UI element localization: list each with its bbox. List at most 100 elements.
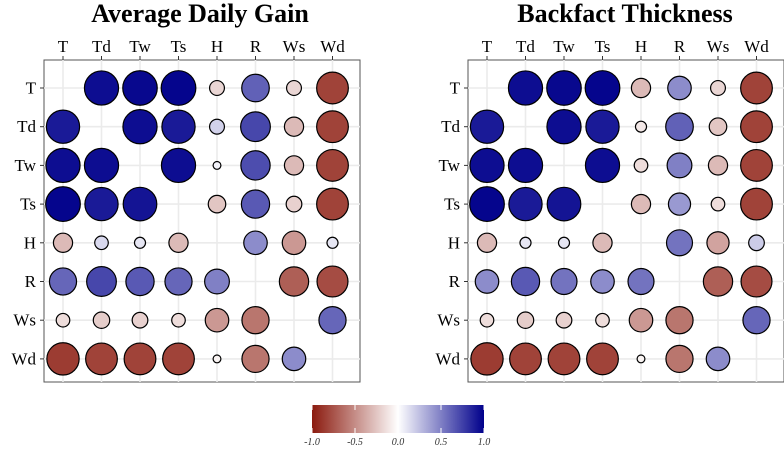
corr-dot-Td-H — [208, 118, 226, 135]
x-tick-label: Ts — [171, 37, 187, 56]
panel-1: Average Daily Gain T T Td Td Tw Tw Ts Ts H H R R Ws Ws… — [11, 0, 361, 383]
corr-dot-T-H — [630, 77, 652, 99]
corr-dot-R-Tw — [550, 267, 578, 296]
y-tick-label: T — [450, 79, 461, 98]
corr-dot-Ws-Tw — [555, 311, 573, 329]
corr-dot-Tw-T — [45, 147, 81, 184]
corr-dot-Ts-Wd — [740, 187, 773, 221]
corr-dot-Ts-Tw — [546, 186, 582, 222]
corr-dot-Wd-T — [46, 342, 80, 376]
corr-dot-Td-H — [634, 120, 648, 133]
corr-dot-T-Td — [507, 70, 544, 106]
x-tick-label: H — [635, 37, 647, 56]
y-tick-label: H — [24, 233, 36, 252]
x-tick-label: T — [482, 37, 493, 56]
corr-dot-R-Td — [510, 266, 541, 297]
corr-dot-Tw-Wd — [740, 148, 773, 182]
corr-dot-T-H — [208, 79, 226, 97]
panel-title: Backfact Thickness — [517, 0, 733, 28]
corr-dot-H-T — [52, 232, 74, 253]
corr-dot-H-Ws — [706, 231, 730, 255]
corr-dot-Tw-Td — [507, 147, 544, 184]
colorbar-tick-label: -1.0 — [304, 437, 320, 448]
corr-dot-R-T — [474, 269, 500, 294]
corr-dot-R-Ws — [702, 266, 734, 297]
corr-dot-Wd-R — [665, 344, 694, 374]
panel-title: Average Daily Gain — [91, 0, 309, 28]
corr-dot-Ws-Ts — [595, 312, 610, 328]
corr-dot-Ws-Wd — [742, 306, 771, 335]
corr-dot-H-Td — [519, 236, 532, 249]
corr-dot-Wd-Ws — [705, 346, 731, 372]
x-tick-label: R — [250, 37, 262, 56]
corr-dot-Ts-Tw — [122, 186, 158, 222]
corr-dot-Wd-T — [470, 342, 504, 376]
panel-frame — [43, 59, 361, 383]
corr-dot-Ts-Td — [84, 186, 119, 222]
corr-dot-R-Wd — [316, 265, 349, 298]
corr-dot-Wd-Tw — [123, 342, 157, 376]
corr-dot-Ws-R — [241, 306, 270, 335]
y-tick-label: Tw — [439, 156, 461, 175]
corr-dot-Td-R — [665, 112, 694, 142]
corr-dot-Td-T — [469, 109, 505, 144]
corr-dot-Wd-Ws — [281, 346, 307, 372]
corr-dot-Ts-Ws — [285, 195, 303, 213]
colorbar-tick-label: -0.5 — [347, 437, 363, 448]
corr-dot-T-Wd — [316, 71, 349, 105]
corr-dot-H-Wd — [326, 236, 339, 249]
y-tick-label: R — [25, 272, 37, 291]
corr-dot-H-Ws — [281, 230, 307, 256]
corr-dot-Ws-Wd — [318, 306, 347, 335]
corr-dot-Wd-Td — [509, 342, 542, 376]
corr-dot-Tw-H — [212, 160, 222, 170]
corr-dot-T-R — [667, 75, 692, 101]
panel-2: Backfact Thickness T T Td Td Tw Tw Ts Ts H H R R Ws Ws… — [435, 0, 784, 383]
y-tick-label: Wd — [11, 349, 36, 368]
y-tick-label: Ws — [13, 311, 36, 330]
corr-dot-Ts-R — [240, 189, 271, 219]
corr-dot-T-R — [241, 73, 270, 103]
corr-dot-Ts-R — [667, 192, 692, 216]
corr-dot-T-Ts — [584, 70, 621, 106]
y-tick-label: Wd — [435, 349, 460, 368]
corr-dot-Ts-Td — [508, 186, 543, 222]
corr-dot-Td-R — [240, 111, 271, 143]
corr-dot-H-Ts — [168, 232, 189, 253]
corr-dot-H-Ts — [592, 232, 613, 253]
corr-dot-Tw-H — [633, 158, 649, 173]
corr-dot-Ts-T — [45, 186, 81, 223]
y-tick-label: R — [449, 272, 461, 291]
corr-dot-Ws-Td — [516, 311, 535, 330]
x-tick-label: Tw — [129, 37, 151, 56]
corr-dot-Tw-T — [469, 147, 505, 184]
colorbar: -1.0 -0.5 0.0 0.5 1.0 — [304, 405, 490, 448]
corr-dot-T-Tw — [122, 70, 158, 106]
corr-dot-Tw-R — [666, 152, 693, 179]
corr-dot-H-Wd — [748, 234, 765, 252]
corr-dot-Td-Tw — [546, 109, 582, 145]
corr-dot-Tw-Wd — [316, 148, 349, 182]
corr-dot-Ws-Ts — [171, 312, 186, 328]
corr-dot-T-Ws — [285, 79, 303, 97]
corr-dot-Wd-Td — [85, 342, 118, 376]
corr-dot-R-Ts — [164, 267, 193, 296]
corr-dot-Ts-T — [469, 186, 505, 223]
colorbar-tick-label: 1.0 — [478, 437, 491, 448]
corr-dot-Ws-R — [665, 306, 694, 335]
corr-dot-R-H — [204, 268, 230, 295]
corr-dot-Ws-T — [479, 312, 495, 328]
corr-dot-Td-Ws — [708, 117, 728, 137]
corr-dot-Td-Ts — [585, 109, 620, 144]
colorbar-tick-label: 0.0 — [392, 437, 405, 448]
y-tick-label: Td — [17, 117, 36, 136]
x-tick-label: T — [58, 37, 69, 56]
x-tick-label: Ts — [595, 37, 611, 56]
corr-dot-R-Wd — [740, 265, 773, 298]
corr-dot-Wd-Ts — [162, 342, 195, 376]
y-tick-label: Ws — [437, 311, 460, 330]
y-tick-label: Tw — [15, 156, 37, 175]
corr-dot-Tw-Ts — [160, 147, 197, 184]
corr-dot-Ws-T — [55, 312, 71, 328]
